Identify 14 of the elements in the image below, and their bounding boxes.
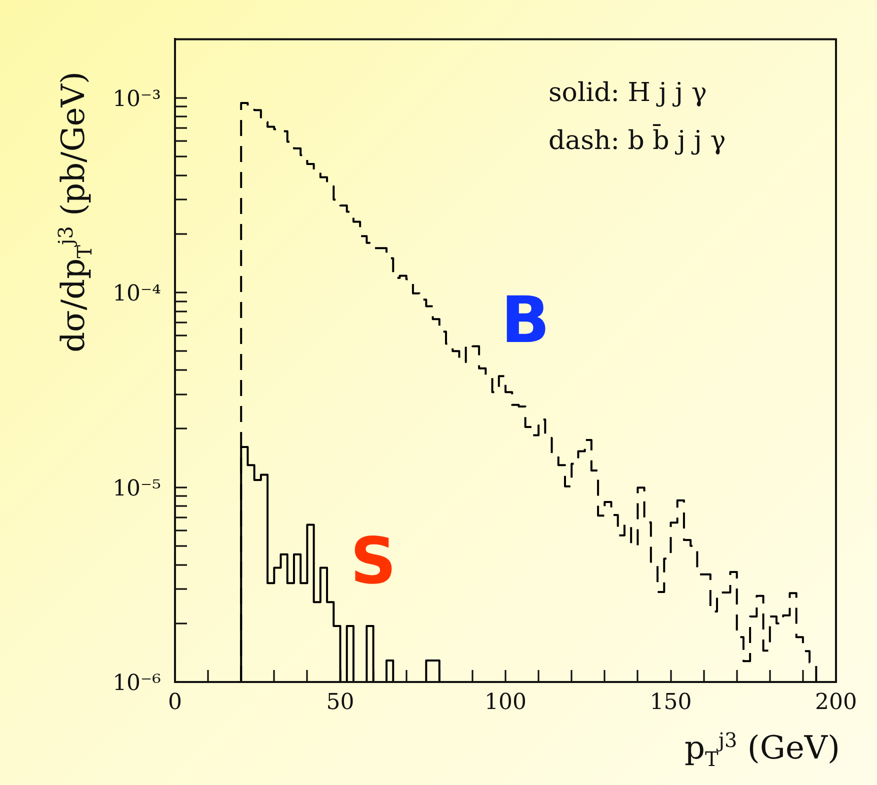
y-tick-label: 10⁻³ xyxy=(112,86,161,112)
series-label: B xyxy=(500,284,550,358)
x-axis-title: p$_{T}$$^{j3}$ (GeV) xyxy=(684,728,840,772)
annotation: dash: b b̄ j j γ xyxy=(548,123,726,156)
annotation: solid: H j j γ xyxy=(548,78,707,108)
x-tick-label: 50 xyxy=(326,690,354,715)
x-tick-label: 200 xyxy=(815,690,858,715)
x-tick-label: 0 xyxy=(168,690,182,715)
series-label: S xyxy=(350,524,396,599)
y-tick-label: 10⁻⁴ xyxy=(112,282,162,307)
y-tick-label: 10⁻⁵ xyxy=(112,476,161,502)
x-tick-label: 150 xyxy=(650,690,692,715)
y-tick-label: 10⁻⁶ xyxy=(112,671,162,696)
x-tick-label: 100 xyxy=(484,690,526,715)
